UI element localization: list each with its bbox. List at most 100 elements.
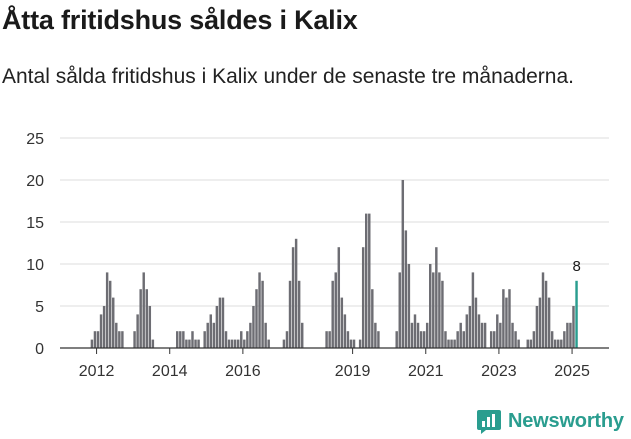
bar	[337, 247, 341, 348]
bar	[532, 331, 536, 348]
bar	[93, 331, 97, 348]
bar	[288, 280, 292, 348]
bar	[331, 280, 334, 348]
bar	[550, 331, 554, 348]
bar	[246, 331, 249, 348]
bar	[197, 339, 200, 348]
bar	[346, 331, 350, 348]
bar	[453, 339, 456, 348]
bar	[429, 264, 432, 348]
bar	[90, 339, 94, 348]
bar	[264, 322, 267, 348]
bar	[343, 314, 347, 348]
newsworthy-logo: Newsworthy	[476, 408, 624, 434]
bar	[419, 331, 423, 348]
bar	[422, 331, 426, 348]
bar	[553, 339, 557, 348]
bar	[215, 306, 219, 348]
bar	[255, 289, 258, 348]
bar	[142, 272, 145, 348]
bar	[240, 331, 243, 348]
bar	[233, 339, 237, 348]
chart-title: Åtta fritidshus såldes i Kalix	[2, 5, 358, 35]
bar	[547, 297, 551, 348]
y-tick-label: 15	[26, 215, 44, 232]
bar	[538, 297, 542, 348]
highlight-value-label: 8	[572, 258, 580, 275]
bar	[112, 297, 115, 348]
bar	[477, 314, 481, 348]
bar	[300, 322, 304, 348]
bar	[136, 314, 139, 348]
bar	[544, 280, 548, 348]
bar	[435, 247, 438, 348]
y-tick-label: 5	[35, 299, 44, 316]
bar	[444, 331, 447, 348]
x-tick-label: 2016	[225, 363, 261, 380]
bar	[121, 331, 124, 348]
bar	[206, 322, 209, 348]
bar	[413, 314, 417, 348]
bar	[328, 331, 331, 348]
bar	[185, 339, 188, 348]
bar	[361, 247, 365, 348]
bar	[541, 272, 545, 348]
bar	[285, 331, 289, 348]
bar	[349, 339, 353, 348]
bar	[139, 289, 142, 348]
x-tick-label: 2025	[554, 363, 590, 380]
x-tick-label: 2019	[335, 363, 371, 380]
bar	[374, 322, 377, 348]
chart-subtitle: Antal sålda fritidshus i Kalix under de …	[2, 65, 574, 88]
bar	[514, 331, 517, 348]
bar	[209, 314, 212, 348]
y-tick-label: 0	[35, 341, 44, 358]
bar	[334, 272, 337, 348]
bar	[517, 339, 520, 348]
bar	[102, 306, 106, 348]
bar	[188, 339, 191, 348]
bar	[425, 322, 429, 348]
bar	[377, 331, 380, 348]
bar	[371, 289, 374, 348]
bar	[115, 322, 118, 348]
bar	[148, 306, 152, 348]
x-tick-label: 2021	[408, 363, 444, 380]
bar	[182, 331, 185, 348]
bar	[249, 322, 252, 348]
bar	[179, 331, 182, 348]
bar	[566, 322, 569, 348]
bar	[230, 339, 234, 348]
bar	[236, 339, 240, 348]
bar	[493, 331, 496, 348]
bar	[282, 339, 286, 348]
highlight-bar	[575, 280, 578, 348]
bar	[447, 339, 450, 348]
x-tick-label: 2014	[152, 363, 188, 380]
bar	[291, 247, 295, 348]
y-tick-label: 10	[26, 257, 44, 274]
bar	[404, 230, 408, 348]
bar	[563, 331, 566, 348]
bar	[96, 331, 100, 348]
bar	[252, 306, 255, 348]
bar	[410, 322, 414, 348]
bar	[340, 297, 344, 348]
bar	[526, 339, 529, 348]
bar	[358, 339, 362, 348]
bar	[474, 297, 478, 348]
bar	[401, 180, 405, 348]
bar	[502, 289, 505, 348]
bar	[462, 331, 465, 348]
bar	[297, 280, 301, 348]
x-tick-label: 2012	[79, 363, 115, 380]
bar	[569, 322, 572, 348]
bar	[105, 272, 109, 348]
bar	[416, 322, 420, 348]
bar	[529, 339, 533, 348]
bar	[224, 331, 228, 348]
bar	[261, 280, 264, 348]
bar	[258, 272, 261, 348]
bar	[99, 314, 103, 348]
